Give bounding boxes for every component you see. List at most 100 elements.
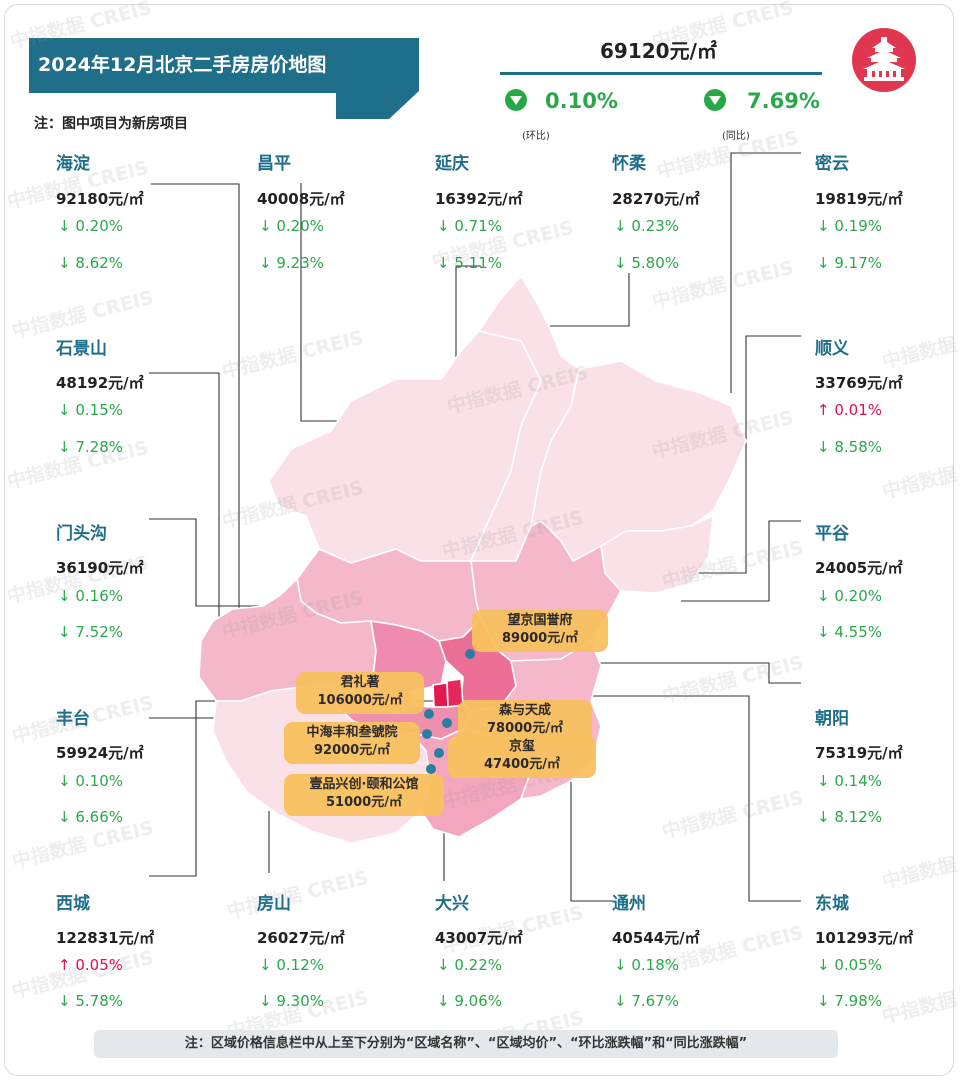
summary-average-price: 69120元/㎡ [600,39,717,63]
district-mom: ↓ 0.71% [437,217,502,235]
project-label-wangjing-guoyufu: 望京国誉府 89000元/㎡ [472,610,608,652]
district-name: 大兴 [435,894,469,914]
district-yoy: ↓ 7.67% [614,992,679,1010]
district-price: 26027元/㎡ [257,929,345,947]
down-triangle-icon [704,89,726,111]
district-yoy: ↓ 4.55% [817,623,882,641]
leader-chaoyang [496,662,801,684]
leader-dongcheng [459,695,801,902]
project-price: 92000元/㎡ [314,743,390,758]
district-shape-xicheng [432,682,449,708]
district-mom: ↓ 0.23% [614,217,679,235]
district-name: 通州 [612,894,646,914]
district-price: 24005元/㎡ [815,559,903,577]
title-banner-shape [29,38,419,119]
district-mom: ↓ 0.20% [259,217,324,235]
bottom-note: 注：区域价格信息栏中从上至下分别为“区域名称”、“区域均价”、“环比涨跌幅”和“… [94,1030,838,1058]
page-title: 2024年12月北京二手房房价地图 [38,54,327,76]
district-yoy: ↓ 9.30% [259,992,324,1010]
project-label-jingxi: 京玺 47400元/㎡ [448,736,596,778]
leader-miyun [730,152,801,393]
district-name: 门头沟 [56,524,107,544]
down-triangle-icon [505,89,527,111]
district-mom: ↓ 0.20% [58,217,123,235]
project-name: 壹品兴创·颐和公馆 [309,777,419,792]
project-name: 望京国誉府 [507,613,573,628]
project-label-zhonghai-fenghe: 中海丰和叁號院 92000元/㎡ [284,722,420,764]
district-yoy: ↓ 6.66% [58,808,123,826]
project-name: 森与天成 [498,703,551,718]
pin-zhonghai-fenghe [422,729,432,739]
district-name: 石景山 [56,339,107,359]
district-price: 92180元/㎡ [56,190,144,208]
district-price: 43007元/㎡ [435,929,523,947]
district-yoy: ↓ 5.80% [614,254,679,272]
district-mom: ↓ 0.14% [817,772,882,790]
district-price: 75319元/㎡ [815,744,903,762]
district-mom: ↓ 0.18% [614,956,679,974]
temple-icon-graphic [863,37,905,81]
district-name: 海淀 [56,154,90,174]
district-price: 101293元/㎡ [815,929,914,947]
summary-yoy-value: 7.69% [747,89,820,113]
district-mom: ↓ 0.16% [58,587,123,605]
project-label-junlizhu: 君礼著 106000元/㎡ [296,672,424,714]
district-price: 16392元/㎡ [435,190,523,208]
project-name: 君礼著 [340,675,380,690]
pin-yipin-xingchuang [426,764,436,774]
project-price: 106000元/㎡ [317,693,403,708]
district-mom: ↑ 0.01% [817,401,882,419]
summary-yoy-label: (同比) [722,131,750,142]
district-yoy: ↓ 5.11% [437,254,502,272]
district-name: 西城 [56,894,90,914]
district-name: 东城 [815,894,849,914]
district-name: 昌平 [257,154,291,174]
project-label-yipin-xingchuang: 壹品兴创·颐和公馆 51000元/㎡ [284,774,444,816]
project-name: 京玺 [508,739,535,754]
temple-of-heaven-icon [852,28,916,92]
district-yoy: ↓ 9.23% [259,254,324,272]
district-name: 怀柔 [612,154,646,174]
project-label-senyutiancheng: 森与天成 78000元/㎡ [458,700,592,742]
district-yoy: ↓ 8.58% [817,438,882,456]
district-price: 48192元/㎡ [56,374,144,392]
district-name: 平谷 [815,524,849,544]
district-price: 36190元/㎡ [56,559,144,577]
top-note: 注：图中项目为新房项目 [34,116,188,132]
district-mom: ↑ 0.05% [58,956,123,974]
district-mom: ↓ 0.22% [437,956,502,974]
district-mom: ↓ 0.15% [58,401,123,419]
district-name: 丰台 [56,709,90,729]
district-yoy: ↓ 8.62% [58,254,123,272]
pin-wangjing-guoyufu [465,649,475,659]
leader-yanqing [455,265,481,381]
district-name: 延庆 [435,154,469,174]
district-name: 顺义 [815,339,849,359]
district-mom: ↓ 0.19% [817,217,882,235]
district-yoy: ↓ 9.17% [817,254,882,272]
district-yoy: ↓ 8.12% [817,808,882,826]
district-price: 59924元/㎡ [56,744,144,762]
district-yoy: ↓ 9.06% [437,992,502,1010]
district-price: 33769元/㎡ [815,374,903,392]
district-price: 40544元/㎡ [612,929,700,947]
project-price: 51000元/㎡ [326,795,402,810]
district-yoy: ↓ 5.78% [58,992,123,1010]
pin-junlizhu [424,709,434,719]
summary-mom-label: (环比) [522,131,550,142]
infographic-frame [4,4,954,1076]
district-mom: ↓ 0.20% [817,587,882,605]
district-mom: ↓ 0.12% [259,956,324,974]
district-yoy: ↓ 7.98% [817,992,882,1010]
district-name: 密云 [815,154,849,174]
project-name: 中海丰和叁號院 [306,725,398,740]
project-price: 89000元/㎡ [502,631,578,646]
leader-tongzhou [570,761,613,902]
district-price: 122831元/㎡ [56,929,155,947]
summary-mom-value: 0.10% [545,89,618,113]
district-name: 朝阳 [815,709,849,729]
project-price: 78000元/㎡ [487,721,563,736]
project-pins [422,649,475,774]
pin-jingxi [434,748,444,758]
district-yoy: ↓ 7.52% [58,623,123,641]
